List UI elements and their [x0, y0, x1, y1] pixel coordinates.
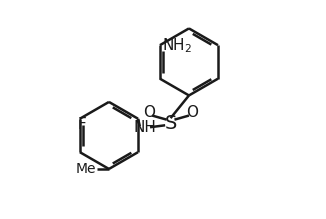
Text: O: O [186, 105, 198, 120]
Text: O: O [143, 105, 155, 120]
Text: NH$_2$: NH$_2$ [162, 36, 192, 55]
Text: S: S [164, 114, 177, 133]
Text: F: F [78, 117, 86, 132]
Text: Me: Me [76, 162, 96, 176]
Text: NH: NH [133, 120, 156, 135]
